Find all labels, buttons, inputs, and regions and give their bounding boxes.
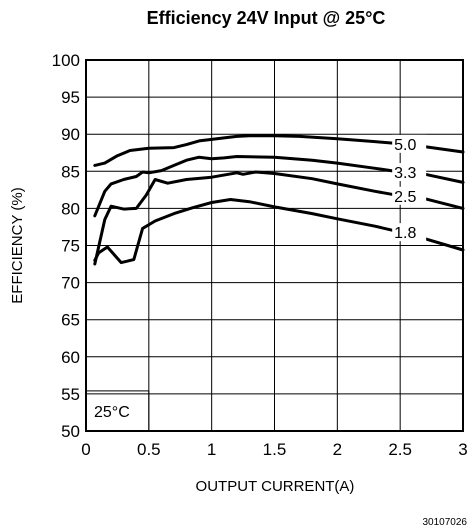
x-tick-label: 0 <box>81 440 90 459</box>
y-tick-label: 70 <box>61 274 80 293</box>
series-line-1-8 <box>93 198 465 265</box>
y-tick-label: 80 <box>61 199 80 218</box>
series-label-background <box>392 186 427 205</box>
x-tick-label: 2.5 <box>388 440 412 459</box>
y-tick-label: 50 <box>61 422 80 441</box>
plot-frame <box>85 59 464 432</box>
y-tick-label: 95 <box>61 88 80 107</box>
y-tick-label: 100 <box>52 51 80 70</box>
y-tick-label: 60 <box>61 348 80 367</box>
x-tick-label: 3 <box>458 440 467 459</box>
series-lines <box>93 134 465 266</box>
series-line-5-0 <box>93 134 465 167</box>
y-tick-label: 55 <box>61 385 80 404</box>
temperature-note: 25°C <box>94 404 130 421</box>
y-tick-label: 75 <box>61 237 80 256</box>
series-label: 3.3 <box>394 165 416 182</box>
x-tick-label: 0.5 <box>137 440 161 459</box>
series-line-3-3 <box>93 155 465 218</box>
temperature-note-box <box>85 390 150 432</box>
x-tick-label: 2 <box>333 440 342 459</box>
x-tick-label: 1.5 <box>263 440 287 459</box>
series-label: 1.8 <box>394 225 416 242</box>
series-label-background <box>392 223 427 242</box>
tick-labels: 0 0.5 1 1.5 2 2.5 3 50 55 60 65 70 75 80 85 90 95 100 <box>52 51 468 459</box>
y-tick-label: 85 <box>61 162 80 181</box>
chart-title: Efficiency 24V Input @ 25°C <box>147 8 386 28</box>
y-tick-label: 65 <box>61 311 80 330</box>
y-axis-label: EFFICIENCY (%) <box>9 187 26 303</box>
x-tick-label: 1 <box>207 440 216 459</box>
y-tick-label: 90 <box>61 125 80 144</box>
series-label-background <box>392 163 427 182</box>
x-axis-label: OUTPUT CURRENT(A) <box>196 478 355 495</box>
series-label: 5.0 <box>394 137 416 154</box>
grid <box>85 59 464 432</box>
figure-code: 30107026 <box>423 517 468 528</box>
series-labels: 5.0 3.3 2.5 1.8 <box>392 134 427 242</box>
series-label: 2.5 <box>394 189 416 206</box>
series-label-background <box>392 134 427 153</box>
series-line-2-5 <box>93 170 465 266</box>
